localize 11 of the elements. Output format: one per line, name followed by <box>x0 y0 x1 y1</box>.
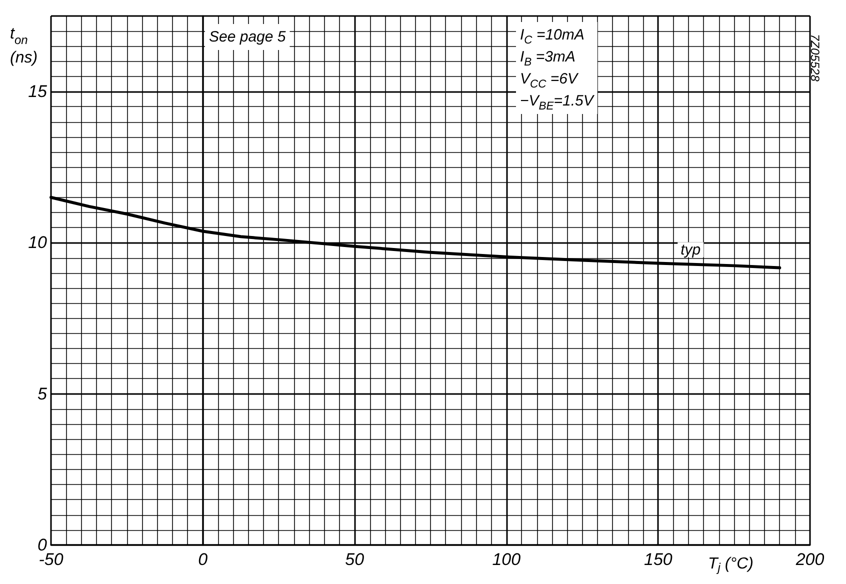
x-tick-label: 50 <box>345 550 365 569</box>
x-tick-label: 100 <box>492 550 522 569</box>
y-tick-label: 15 <box>28 82 48 102</box>
x-tick-label: 200 <box>794 550 825 569</box>
x-tick-label: 150 <box>644 550 673 569</box>
y-tick-label: 5 <box>38 384 48 404</box>
y-tick-label: 10 <box>28 233 48 252</box>
series-label: typ <box>680 241 701 258</box>
annotation: 7Z05528 <box>808 34 822 82</box>
annotation: See page 5 <box>209 28 286 46</box>
x-tick-label: 0 <box>198 550 208 569</box>
